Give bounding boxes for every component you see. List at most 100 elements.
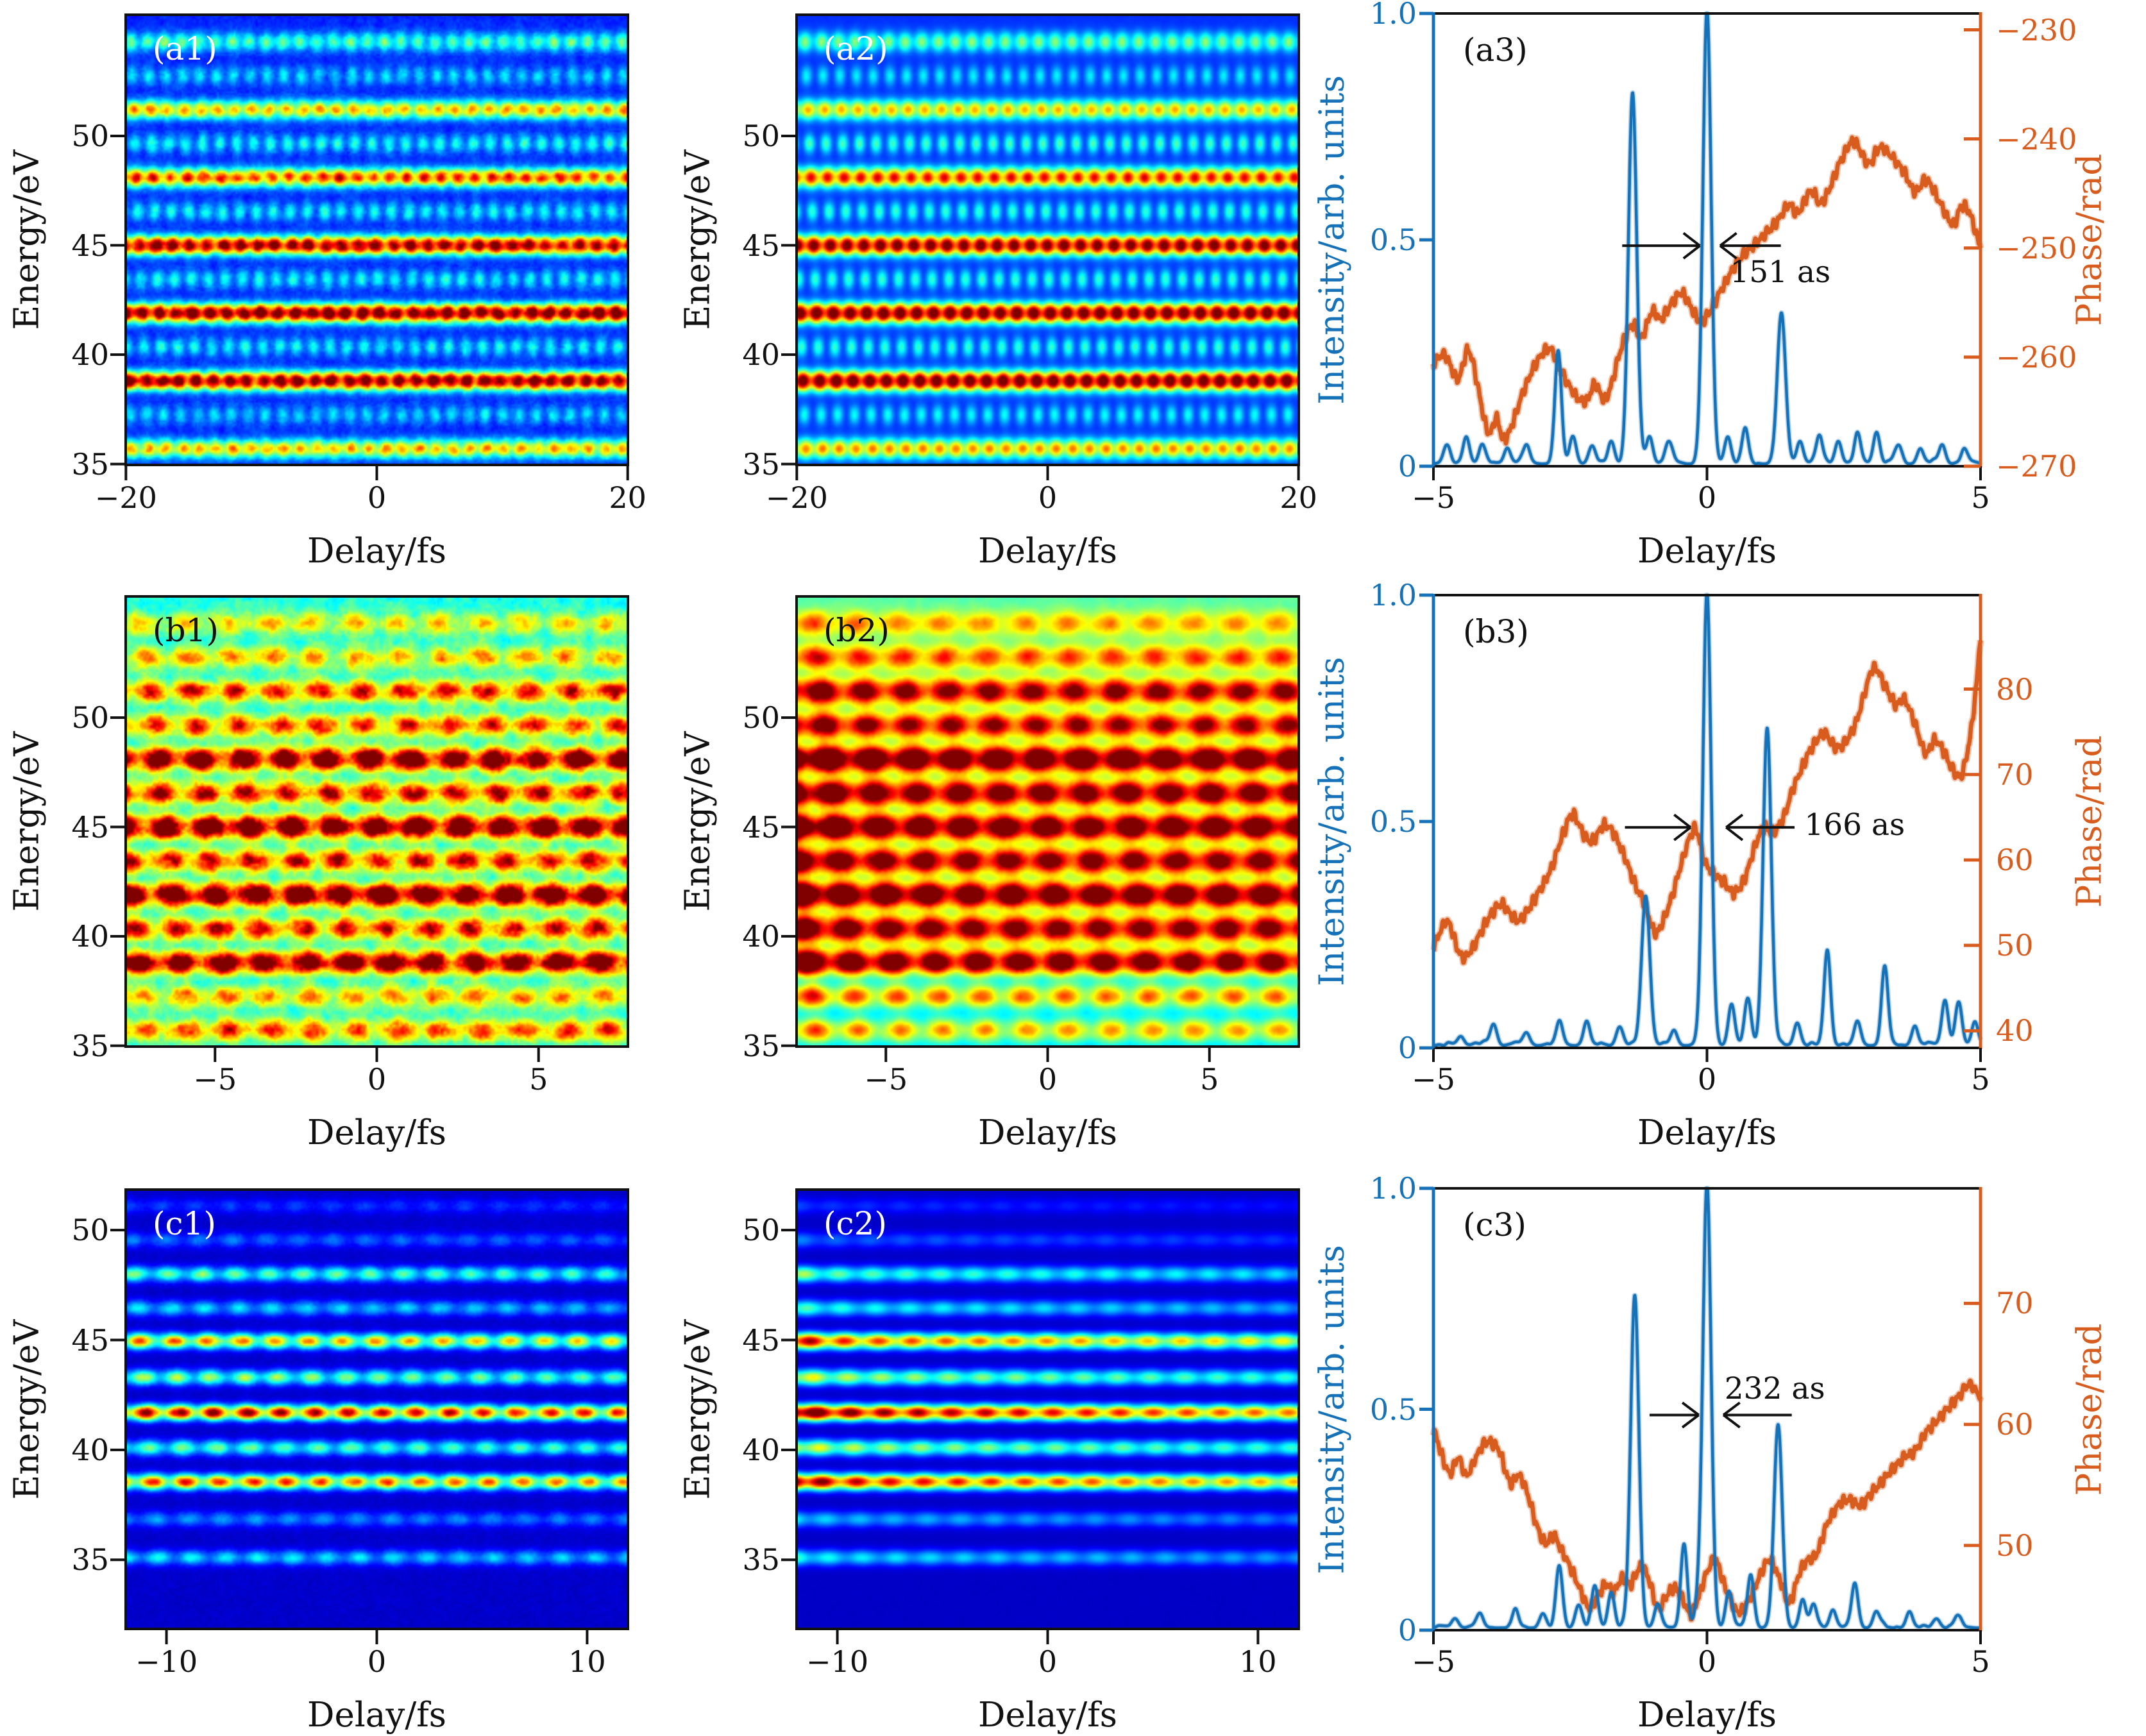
heatmap-canvas-a1 — [124, 13, 629, 466]
duration-annotation: 151 as — [1730, 254, 1831, 290]
phase-tick-label: 60 — [1996, 1407, 2034, 1442]
phase-axis-title: Phase/rad — [2070, 1323, 2109, 1496]
x-tick-label: −5 — [864, 1062, 908, 1097]
y-tick-label: 45 — [71, 809, 109, 845]
intensity-curve-halo — [1431, 11, 1983, 467]
y-axis-title: Energy/eV — [678, 149, 718, 330]
intensity-axis-title: Intensity/arb. units — [1312, 75, 1352, 405]
x-axis-title: Delay/fs — [977, 532, 1118, 571]
panel-tag: (b3) — [1463, 613, 1529, 650]
x-axis-title: Delay/fs — [977, 1113, 1118, 1152]
arrowhead-line — [1681, 1401, 1700, 1417]
phase-tick-label: 50 — [1996, 1528, 2034, 1563]
phase-tick-label: 80 — [1996, 671, 2034, 707]
x-tick-label: −10 — [135, 1644, 198, 1679]
x-tick-label: −5 — [1412, 1062, 1455, 1097]
intensity-curve-halo — [1431, 1186, 1983, 1631]
x-tick-label: 0 — [1697, 1644, 1717, 1679]
y-tick-label: 40 — [71, 337, 109, 373]
y-axis-title: Energy/eV — [7, 731, 47, 912]
panel-spectrogram-a2: −20 0 20 35 40 45 50 Delay/fs Energy/eV (a2) — [679, 13, 1317, 568]
y-tick-label: 40 — [742, 919, 780, 954]
y-tick-label: 40 — [742, 1432, 780, 1467]
y-tick-label: 45 — [71, 228, 109, 263]
x-axis-title: Delay/fs — [307, 1113, 447, 1152]
phase-curve-halo — [1430, 133, 1984, 448]
intensity-tick-label: 0.5 — [1369, 223, 1417, 257]
plot-frame-c2 — [781, 1188, 1300, 1644]
y-tick-label: 50 — [742, 700, 780, 735]
heatmap-border — [795, 1188, 1300, 1630]
y-tick-label: 40 — [71, 1432, 109, 1467]
x-tick-label: 0 — [1697, 1062, 1717, 1097]
panel-tag: (b1) — [153, 612, 219, 649]
x-tick-label: 0 — [1038, 1644, 1058, 1679]
panel-tag: (a2) — [824, 30, 888, 67]
heatmap-canvas-b1 — [124, 595, 629, 1048]
intensity-tick-label: 1.0 — [1369, 0, 1417, 31]
heatmap-border — [795, 13, 1300, 466]
heatmap-canvas-c1 — [124, 1188, 629, 1630]
x-axis-title: Delay/fs — [1637, 1696, 1777, 1735]
x-tick-label: 20 — [1280, 480, 1317, 515]
intensity-tick-label: 0.5 — [1369, 1392, 1417, 1427]
heatmap-border — [795, 595, 1300, 1048]
plot-frame-a1 — [110, 13, 629, 480]
phase-tick-label: −240 — [1996, 121, 2077, 156]
plot-frame-a2 — [781, 13, 1300, 480]
duration-annotation: 166 as — [1804, 807, 1905, 843]
y-tick-label: 50 — [71, 1213, 109, 1248]
phase-tick-label: −270 — [1996, 449, 2077, 484]
x-tick-label: 5 — [1971, 1062, 1990, 1097]
arrowhead-line — [1673, 813, 1692, 829]
phase-tick-label: 70 — [1996, 757, 2034, 792]
y-tick-label: 50 — [742, 1213, 780, 1248]
intensity-tick-label: 0.5 — [1369, 804, 1417, 839]
y-axis-title: Energy/eV — [7, 1319, 47, 1499]
x-tick-label: 0 — [1038, 1062, 1058, 1097]
y-tick-label: 35 — [742, 1028, 780, 1063]
x-tick-label: 20 — [609, 480, 646, 515]
panel-tag: (c2) — [824, 1205, 887, 1242]
arrowhead-line — [1681, 1413, 1700, 1429]
y-tick-label: 35 — [71, 446, 109, 482]
panel-spectrogram-a1: −20 0 20 35 40 45 50 Delay/fs Energy/eV (a1) — [8, 13, 646, 568]
x-tick-label: −20 — [765, 480, 828, 515]
plot-frame-b2 — [781, 595, 1300, 1062]
heatmap-canvas-b2 — [795, 595, 1300, 1048]
x-tick-label: 5 — [529, 1062, 548, 1097]
intensity-axis-title: Intensity/arb. units — [1312, 1244, 1352, 1574]
x-tick-label: −5 — [193, 1062, 237, 1097]
phase-curve — [1431, 135, 1983, 446]
arrowhead-line — [1719, 244, 1737, 260]
phase-axis-title: Phase/rad — [2070, 153, 2109, 326]
y-tick-label: 35 — [742, 1542, 780, 1578]
panel-spectrogram-b1: −5 0 5 35 40 45 50 Delay/fs Energy/eV (b1) — [8, 595, 629, 1150]
intensity-tick-label: 0 — [1398, 1031, 1417, 1065]
x-tick-label: 5 — [1971, 480, 1990, 515]
x-tick-label: 5 — [1200, 1062, 1219, 1097]
arrowhead-line — [1725, 826, 1744, 841]
panel-tag: (a1) — [153, 30, 217, 67]
plot-svg-a3 — [1419, 11, 1984, 480]
phase-tick-label: 50 — [1996, 928, 2034, 963]
x-tick-label: 0 — [367, 480, 387, 515]
x-tick-label: 10 — [1239, 1644, 1277, 1679]
arrowhead-line — [1722, 1413, 1741, 1429]
y-tick-label: 40 — [71, 919, 109, 954]
panel-spectrogram-c1: −10 0 10 35 40 45 50 Delay/fs Energy/eV (c1) — [8, 1188, 629, 1732]
panel-tag: (a3) — [1463, 31, 1528, 69]
heatmap-canvas-a2 — [795, 13, 1300, 466]
x-axis-title: Delay/fs — [307, 1696, 447, 1735]
plot-frame-b1 — [110, 595, 629, 1062]
y-axis-title: Energy/eV — [678, 731, 718, 912]
x-axis-title: Delay/fs — [1637, 532, 1777, 571]
y-tick-label: 45 — [71, 1322, 109, 1358]
x-tick-label: −10 — [806, 1644, 869, 1679]
x-axis-title: Delay/fs — [307, 532, 447, 571]
phase-tick-label: −230 — [1996, 12, 2077, 47]
x-tick-label: 0 — [367, 1062, 387, 1097]
phase-tick-label: −250 — [1996, 230, 2077, 265]
x-tick-label: −5 — [1412, 480, 1455, 515]
